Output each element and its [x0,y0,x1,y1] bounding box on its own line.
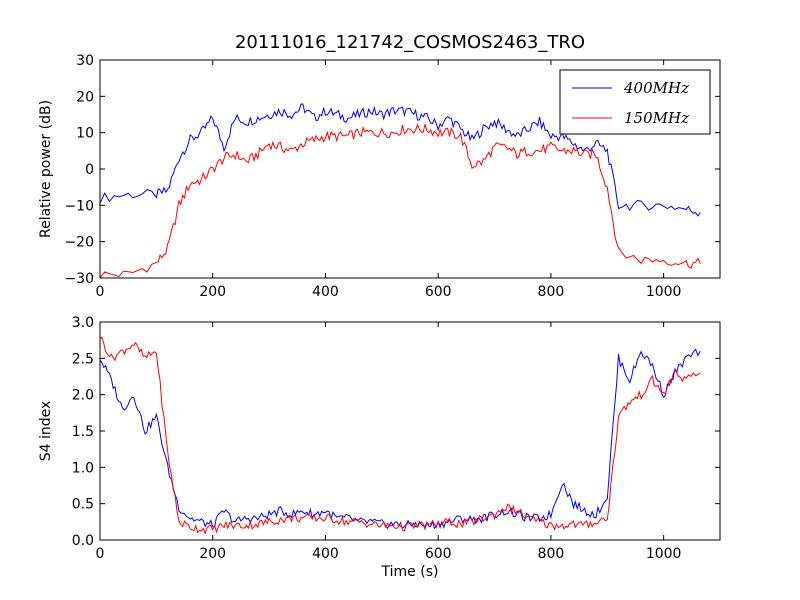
y-axis-label: Relative power (dB) [38,100,54,238]
x-tick-label: 1000 [646,284,682,300]
series-line-150mhz [100,123,701,278]
series-line-400mhz [100,103,701,217]
y-tick-label: 0.0 [72,533,94,549]
plot-frame [99,321,721,541]
x-tick-label: 600 [425,284,452,300]
series-line-400mhz [100,348,701,530]
y-tick-label: 20 [76,89,94,105]
x-tick-label: 800 [538,546,565,562]
y-tick-label: 3.0 [72,315,94,331]
x-tick-label: 200 [199,546,226,562]
y-tick-label: 10 [76,126,94,142]
legend-box [559,69,711,135]
power-plot: 0 200 400 600 800 1000 −30 −20 −10 0 10 20 30 Relativ… [38,53,721,300]
y-tick-label: −10 [64,198,94,214]
y-tick-label: 1.5 [72,424,94,440]
y-tick-label: −20 [64,235,94,251]
figure-title: 20111016_121742_COSMOS2463_TRO [235,32,585,53]
y-tick-label: 30 [76,53,94,69]
y-axis-label: S4 index [38,401,54,462]
legend-label: 150MHz [624,109,689,127]
x-axis-label: Time (s) [381,564,439,580]
y-tick-label: 0.5 [72,497,94,513]
s4-plot: 0 200 400 600 800 1000 0.0 0.5 1.0 1.5 2.0 2.5 3.0 S4… [38,315,721,580]
y-tick-label: 0 [85,162,94,178]
x-tick-label: 0 [96,284,105,300]
y-tick-label: −30 [64,271,94,287]
legend-label: 400MHz [623,79,689,97]
x-tick-label: 800 [538,284,565,300]
x-tick-label: 400 [312,546,339,562]
y-tick-label: 1.0 [72,460,94,476]
x-tick-label: 0 [96,546,105,562]
x-tick-label: 600 [425,546,452,562]
y-tick-label: 2.5 [72,351,94,367]
legend: 400MHz 150MHz [559,69,711,135]
x-tick-label: 200 [199,284,226,300]
y-tick-label: 2.0 [72,388,94,404]
x-tick-label: 400 [312,284,339,300]
series-line-150mhz [100,336,701,535]
x-tick-label: 1000 [646,546,682,562]
